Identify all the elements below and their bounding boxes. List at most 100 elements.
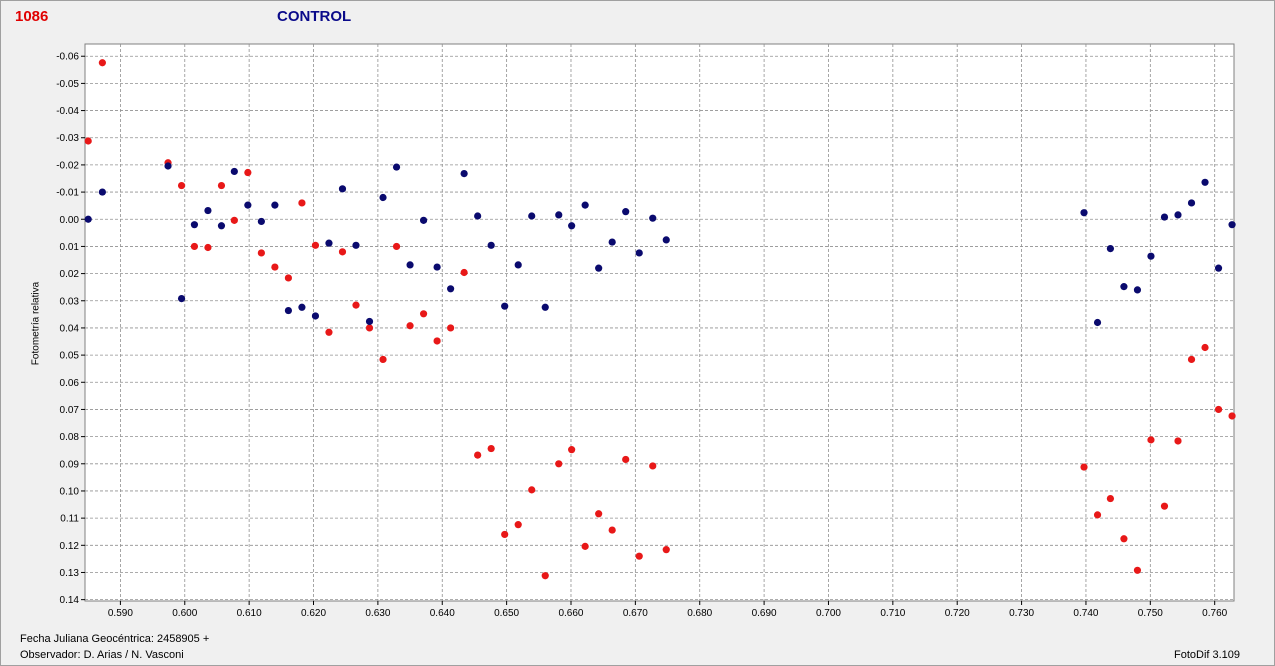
target-data-point (244, 168, 252, 177)
target-data-point (257, 249, 265, 257)
target-data-point (1147, 436, 1155, 444)
target-data-point (662, 546, 670, 554)
target-data-point (635, 552, 643, 560)
control-data-point (555, 211, 563, 219)
control-data-point (528, 212, 536, 220)
x-tick-label: 0.640 (430, 608, 455, 619)
x-tick-label: 0.740 (1073, 608, 1098, 619)
control-data-point (164, 162, 172, 170)
control-data-point (460, 170, 468, 178)
target-data-point (1133, 566, 1142, 574)
control-data-point (662, 236, 670, 244)
y-tick-label: 0.07 (60, 405, 80, 416)
target-data-point (365, 324, 374, 332)
control-data-point (379, 193, 387, 202)
control-data-point (1187, 199, 1196, 207)
control-data-point (325, 239, 333, 247)
target-data-point (271, 263, 279, 271)
target-data-point (1160, 502, 1169, 510)
target-data-point (84, 137, 92, 145)
control-data-point (581, 201, 589, 209)
x-tick-label: 0.710 (880, 608, 905, 619)
y-tick-label: 0.04 (60, 323, 80, 334)
x-tick-label: 0.730 (1009, 608, 1034, 619)
y-tick-label: -0.02 (56, 160, 79, 171)
x-tick-label: 0.650 (494, 608, 519, 619)
target-data-point (352, 301, 360, 309)
control-data-point (635, 249, 643, 257)
control-data-point (84, 215, 92, 223)
target-data-point (1106, 494, 1115, 503)
target-data-point (514, 521, 522, 529)
y-tick-label: -0.06 (56, 52, 79, 63)
control-data-point (230, 167, 238, 176)
x-tick-label: 0.700 (816, 608, 841, 619)
target-data-point (608, 526, 616, 534)
control-data-point (1133, 286, 1142, 294)
control-data-point (541, 303, 549, 311)
target-data-point (487, 444, 495, 453)
control-data-point (177, 294, 186, 303)
control-data-point (1120, 283, 1128, 291)
control-data-point (433, 263, 441, 271)
target-data-point (581, 542, 589, 550)
target-data-point (1120, 535, 1128, 543)
target-data-point (392, 242, 401, 251)
target-data-point (325, 328, 333, 336)
target-data-point (379, 355, 387, 364)
target-data-point (298, 199, 306, 207)
x-tick-label: 0.680 (687, 608, 712, 619)
control-data-point (649, 214, 657, 222)
target-data-point (555, 460, 563, 468)
control-data-point (284, 306, 293, 315)
control-data-point (514, 261, 522, 269)
control-data-point (406, 261, 414, 269)
x-tick-label: 0.690 (752, 608, 777, 619)
control-data-point (365, 317, 374, 326)
y-tick-label: 0.00 (60, 215, 80, 226)
y-tick-label: 0.08 (60, 432, 80, 443)
plot-area (84, 43, 1235, 602)
star-id-label: 1086 (15, 8, 49, 25)
control-data-point (1147, 252, 1155, 260)
x-tick-label: 0.750 (1138, 608, 1163, 619)
x-tick-label: 0.670 (623, 608, 648, 619)
target-data-point (568, 446, 576, 454)
observer-label: Observador: D. Arias / N. Vasconi (20, 649, 184, 661)
target-data-point (419, 310, 428, 318)
y-tick-label: -0.03 (56, 133, 79, 144)
control-data-point (419, 216, 428, 224)
target-data-point (460, 268, 468, 277)
control-data-point (271, 201, 279, 209)
target-data-point (474, 451, 482, 459)
x-tick-label: 0.590 (108, 608, 133, 619)
control-data-point (622, 208, 630, 216)
target-data-point (541, 572, 549, 580)
target-data-point (284, 274, 293, 282)
control-data-point (338, 185, 347, 193)
mode-label: CONTROL (277, 8, 352, 25)
control-data-point (352, 241, 360, 249)
control-data-point (608, 238, 616, 246)
control-data-point (190, 221, 199, 229)
control-data-point (1106, 244, 1115, 253)
julian-date-label: Fecha Juliana Geocéntrica: 2458905 + (20, 633, 210, 645)
y-tick-label: 0.14 (60, 595, 80, 606)
control-data-point (98, 188, 106, 196)
control-data-point (257, 217, 265, 226)
y-tick-label: 0.09 (60, 459, 80, 470)
y-tick-label: 0.11 (60, 514, 79, 525)
target-data-point (190, 242, 199, 251)
control-data-point (501, 302, 509, 310)
control-data-point (217, 222, 226, 230)
y-tick-label: 0.10 (60, 486, 80, 497)
software-version-label: FotoDif 3.109 (1174, 649, 1241, 661)
target-data-point (338, 248, 347, 256)
control-data-point (392, 163, 401, 171)
target-data-point (311, 241, 320, 249)
x-tick-label: 0.760 (1202, 608, 1227, 619)
target-data-point (433, 337, 441, 345)
target-data-point (230, 216, 238, 224)
y-tick-label: -0.01 (56, 188, 79, 199)
y-tick-label: 0.02 (60, 269, 80, 280)
